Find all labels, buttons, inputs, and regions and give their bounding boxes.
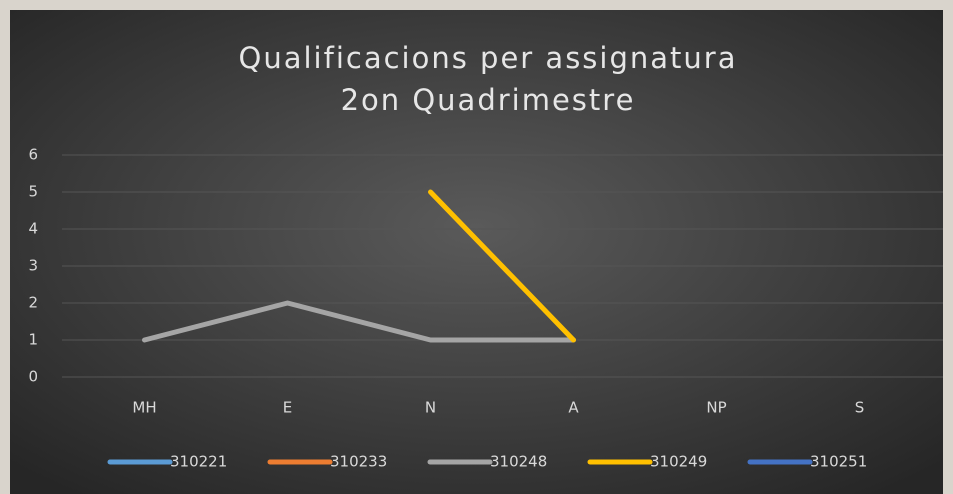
y-tick-label: 4	[28, 220, 38, 238]
chart-title: Qualificacions per assignatura	[239, 41, 738, 75]
x-tick-label: NP	[706, 399, 726, 417]
x-tick-label: S	[855, 399, 865, 417]
legend-label: 310233	[330, 453, 387, 471]
legend-label: 310251	[810, 453, 867, 471]
y-tick-label: 3	[28, 257, 38, 275]
y-tick-label: 5	[28, 183, 38, 201]
x-tick-label: E	[283, 399, 292, 417]
legend-label: 310249	[650, 453, 707, 471]
legend-label: 310221	[170, 453, 227, 471]
legend-label: 310248	[490, 453, 547, 471]
x-tick-label: A	[568, 399, 579, 417]
y-tick-label: 6	[28, 146, 38, 164]
x-tick-label: N	[425, 399, 436, 417]
page: Qualificacions per assignatura 2on Quadr…	[0, 0, 953, 494]
chart-subtitle: 2on Quadrimestre	[341, 83, 636, 117]
y-tick-label: 1	[28, 331, 38, 349]
y-tick-label: 0	[28, 368, 38, 386]
x-tick-label: MH	[132, 399, 156, 417]
chart: Qualificacions per assignatura 2on Quadr…	[0, 0, 953, 494]
y-tick-label: 2	[28, 294, 38, 312]
